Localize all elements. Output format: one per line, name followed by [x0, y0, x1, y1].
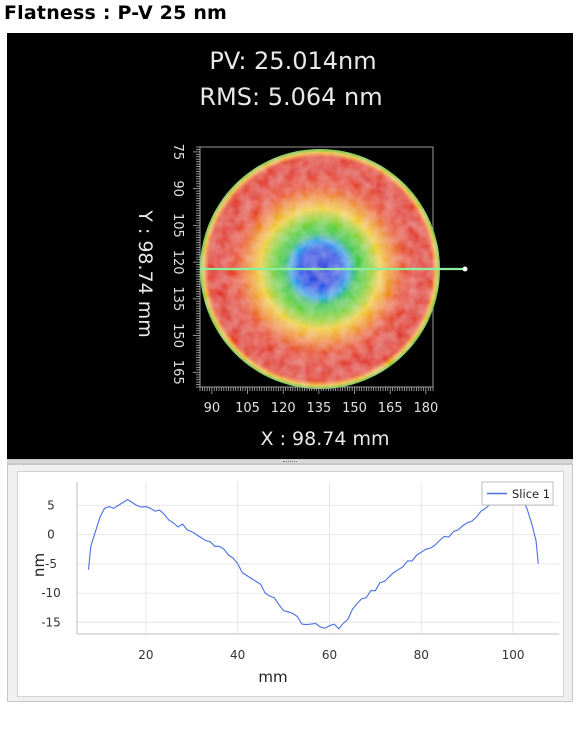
slice-x-tick-label: 80	[414, 648, 429, 662]
slice-1-legend-label: Slice 1	[512, 487, 550, 501]
map-x-tick-label: 165	[378, 401, 403, 416]
slice-x-axis: 20 40 60 80 100	[138, 648, 524, 662]
surface-map-panel: PV: 25.014nm RMS: 5.064 nm 90 105 120 135 15…	[7, 33, 573, 459]
map-x-tick-label: 180	[413, 401, 438, 416]
slice-1-series-line	[87, 492, 539, 630]
slice-x-tick-label: 40	[230, 648, 245, 662]
slice-x-axis-title: mm	[258, 668, 287, 686]
map-y-tick-label: 120	[170, 250, 185, 275]
slice-x-tick-label: 100	[502, 648, 525, 662]
slice-y-tick-label: -5	[45, 557, 57, 571]
map-y-tick-label: 150	[170, 323, 185, 348]
slice-y-tick-label: 5	[47, 498, 55, 512]
slice-y-axis: 5 0 -5 -10 -15	[41, 498, 61, 629]
map-y-tick-label: 75	[170, 144, 185, 161]
slice-profile-panel: 5 0 -5 -10 -15 20 40 60 80 100 nm mm Slice 1	[7, 464, 573, 702]
slice-marker-handle[interactable]	[462, 266, 468, 272]
map-y-tick-label: 90	[170, 180, 185, 197]
map-x-tick-label: 90	[204, 401, 221, 416]
map-y-axis: 75 90 105 120 135 150 165	[170, 144, 200, 388]
map-x-tick-label: 150	[342, 401, 367, 416]
panel-splitter[interactable]	[7, 459, 573, 464]
page-title: Flatness : P-V 25 nm	[4, 2, 228, 24]
map-y-tick-label: 165	[170, 360, 185, 385]
map-y-axis-title: Y : 98.74 mm	[134, 209, 156, 338]
slice-y-tick-label: -10	[41, 586, 61, 600]
map-x-tick-label: 120	[271, 401, 296, 416]
slice-grid	[76, 482, 559, 635]
map-x-tick-label: 135	[306, 401, 331, 416]
slice-profile-chart: 5 0 -5 -10 -15 20 40 60 80 100 nm mm Slice 1	[30, 481, 559, 686]
map-x-tick-label: 105	[235, 401, 260, 416]
slice-y-axis-title: nm	[30, 553, 48, 577]
pv-value: PV: 25.014nm	[209, 47, 376, 75]
slice-chart-area: 5 0 -5 -10 -15 20 40 60 80 100 nm mm Slice 1	[17, 471, 564, 697]
slice-y-tick-label: -15	[41, 615, 61, 629]
map-x-axis: 90 105 120 135 150 165 180	[199, 387, 438, 416]
slice-y-tick-label: 0	[47, 528, 55, 542]
splitter-grip-icon[interactable]	[283, 461, 297, 463]
map-x-axis-title: X : 98.74 mm	[261, 428, 390, 450]
surface-map-chart: PV: 25.014nm RMS: 5.064 nm 90 105 120 135 15…	[134, 47, 468, 450]
map-y-tick-label: 105	[170, 213, 185, 238]
slice-legend[interactable]: Slice 1	[481, 481, 554, 506]
slice-x-tick-label: 20	[138, 648, 153, 662]
map-y-tick-label: 135	[170, 286, 185, 311]
slice-x-tick-label: 60	[322, 648, 337, 662]
rms-value: RMS: 5.064 nm	[199, 83, 382, 111]
